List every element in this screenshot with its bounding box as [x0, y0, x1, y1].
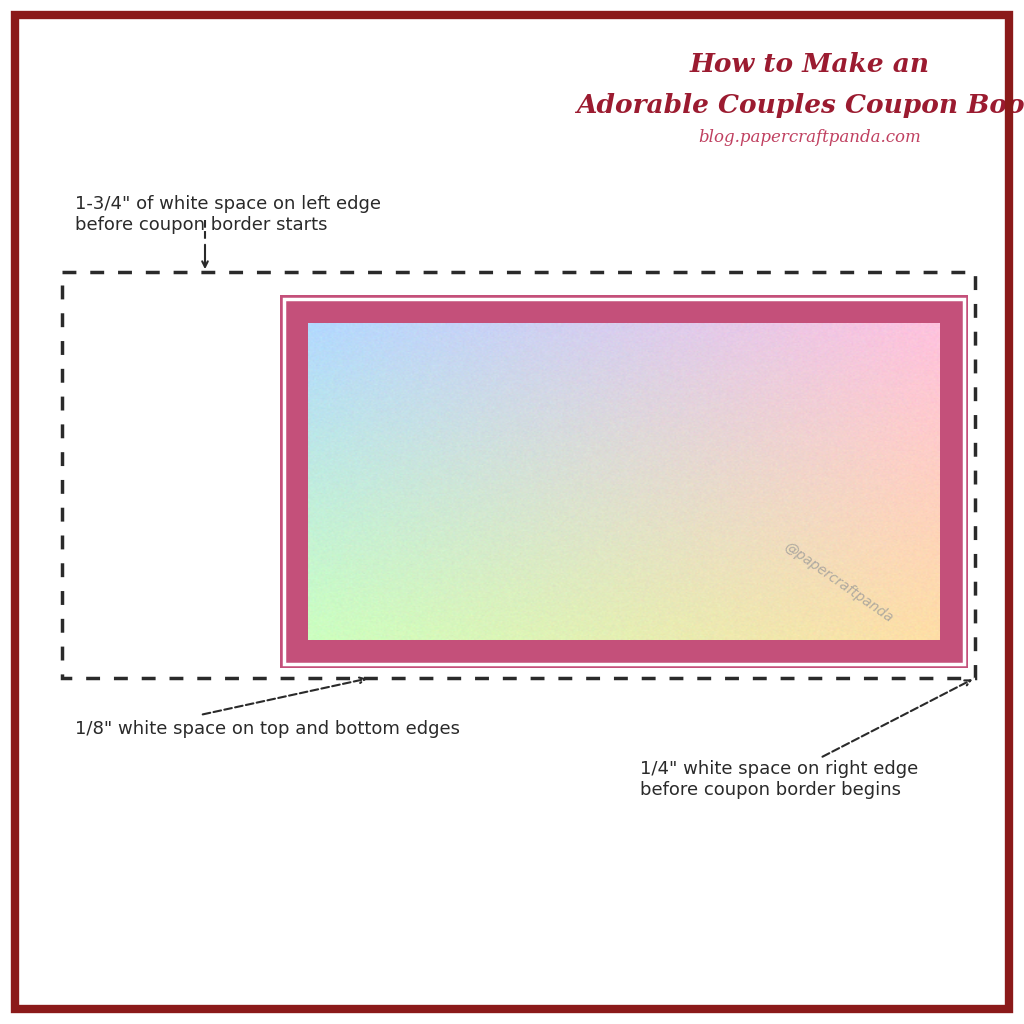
Bar: [280, 295, 968, 668]
Bar: [62, 272, 975, 678]
Bar: [284, 299, 964, 664]
Text: @papercraftpanda: @papercraftpanda: [780, 540, 895, 625]
Text: blog.papercraftpanda.com: blog.papercraftpanda.com: [698, 129, 922, 146]
Text: Adorable Couples Coupon Book: Adorable Couples Coupon Book: [577, 92, 1024, 118]
Text: 1/4" white space on right edge
before coupon border begins: 1/4" white space on right edge before co…: [640, 760, 919, 799]
Text: 1-3/4" of white space on left edge
before coupon border starts: 1-3/4" of white space on left edge befor…: [75, 195, 381, 233]
Text: 1/8" white space on top and bottom edges: 1/8" white space on top and bottom edges: [75, 720, 460, 738]
Text: How to Make an: How to Make an: [690, 52, 930, 78]
